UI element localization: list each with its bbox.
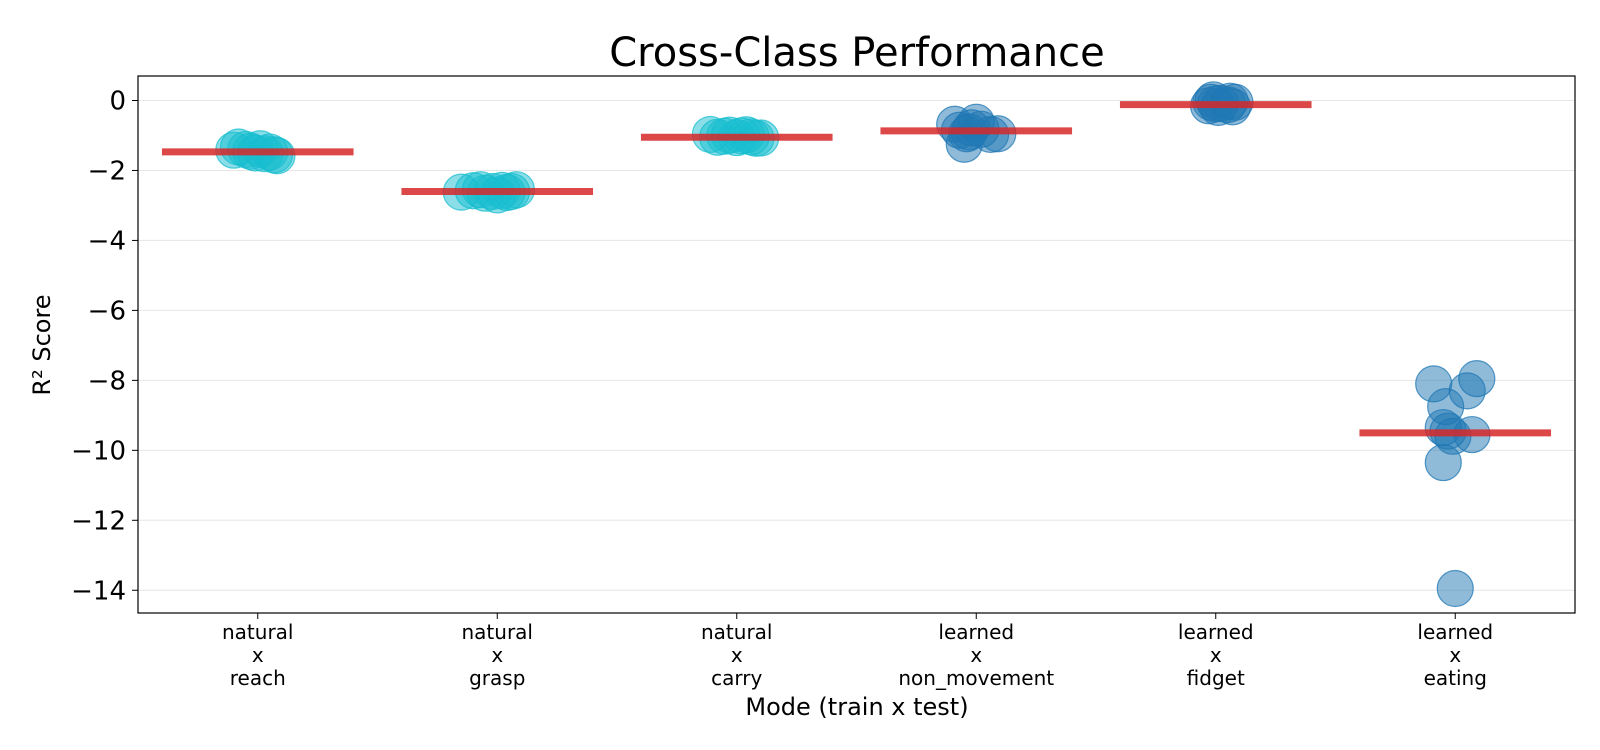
y-tick-label: −4	[88, 226, 126, 256]
x-tick-label: x	[491, 643, 503, 667]
y-tick-label: −6	[88, 296, 126, 326]
chart-title: Cross-Class Performance	[609, 30, 1105, 76]
y-tick-label: −14	[71, 576, 126, 606]
x-axis-label: Mode (train x test)	[745, 693, 968, 721]
y-tick-label: −2	[88, 156, 126, 186]
x-tick-label: reach	[230, 666, 286, 690]
y-axis-label: R² Score	[28, 294, 56, 395]
x-tick-label: fidget	[1187, 666, 1245, 690]
data-point	[1436, 569, 1474, 608]
x-tick-label: natural	[222, 620, 293, 644]
x-tick-label: x	[252, 643, 264, 667]
x-tick-label: x	[970, 643, 982, 667]
data-point	[258, 137, 296, 175]
x-tick-label: learned	[1178, 620, 1254, 644]
gridlines	[138, 99, 1575, 591]
x-tick-label: eating	[1424, 666, 1487, 690]
x-tick-label: x	[1210, 643, 1222, 667]
y-axis-ticks: 0 −2 −4 −6 −8 −10 −12 −14	[71, 86, 138, 606]
data-point	[1424, 443, 1462, 482]
x-tick-label: x	[1449, 643, 1461, 667]
x-tick-label: carry	[711, 666, 762, 690]
x-tick-label: x	[731, 643, 743, 667]
y-tick-label: −8	[88, 366, 126, 396]
x-tick-label: learned	[938, 620, 1014, 644]
x-axis-ticks: naturalxreachnaturalxgraspnaturalxcarryl…	[222, 613, 1493, 690]
x-tick-label: non_movement	[898, 666, 1054, 690]
x-tick-label: natural	[701, 620, 772, 644]
mean-lines	[161, 101, 1552, 437]
x-tick-label: grasp	[469, 666, 525, 690]
y-tick-label: −10	[71, 436, 126, 466]
x-tick-label: learned	[1417, 620, 1493, 644]
data-point	[1458, 360, 1496, 398]
y-tick-label: −12	[71, 506, 126, 536]
plot-frame	[137, 75, 1576, 614]
y-tick-label: 0	[109, 86, 126, 116]
x-tick-label: natural	[462, 620, 533, 644]
